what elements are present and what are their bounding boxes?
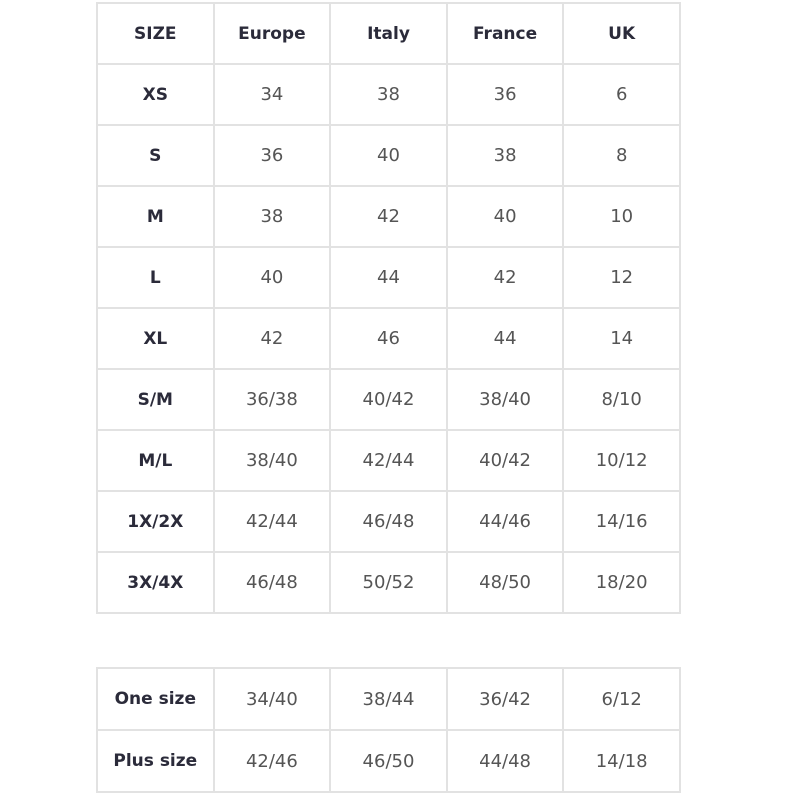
table-cell: 38: [329, 63, 448, 126]
table-cell: 38/40: [445, 368, 565, 431]
table-cell: 34/40: [212, 667, 332, 731]
row-header: L: [96, 246, 215, 309]
table-cell: 40/42: [329, 368, 448, 431]
table-cell: 46/50: [329, 729, 448, 793]
table-cell: 8: [562, 124, 681, 187]
table-cell: 42: [329, 185, 448, 248]
row-header: Plus size: [96, 729, 215, 793]
table-cell: 42/46: [212, 729, 332, 793]
row-header: S: [96, 124, 215, 187]
table-cell: 10/12: [562, 429, 681, 492]
table-cell: 40/42: [445, 429, 565, 492]
table-row: Plus size 42/46 46/50 44/48 14/18: [96, 729, 681, 793]
table-cell: 40: [445, 185, 565, 248]
table-cell: 44: [445, 307, 565, 370]
table-cell: 10: [562, 185, 681, 248]
row-header: M: [96, 185, 215, 248]
table-cell: 44/48: [445, 729, 565, 793]
table-cell: 18/20: [562, 551, 681, 614]
table-cell: 42: [212, 307, 332, 370]
table-cell: 48/50: [445, 551, 565, 614]
table-cell: 14/18: [562, 729, 681, 793]
table-row: 1X/2X 42/44 46/48 44/46 14/16: [96, 490, 681, 553]
row-header: S/M: [96, 368, 215, 431]
table-row: XL 42 46 44 14: [96, 307, 681, 370]
row-header: 1X/2X: [96, 490, 215, 553]
table-row: One size 34/40 38/44 36/42 6/12: [96, 667, 681, 731]
row-header: XL: [96, 307, 215, 370]
row-header: M/L: [96, 429, 215, 492]
table-cell: 44: [329, 246, 448, 309]
column-header: France: [445, 2, 565, 65]
table-row: 3X/4X 46/48 50/52 48/50 18/20: [96, 551, 681, 614]
column-header: SIZE: [96, 2, 215, 65]
column-header: Europe: [212, 2, 332, 65]
column-header: Italy: [329, 2, 448, 65]
table-cell: 46/48: [212, 551, 332, 614]
table-cell: 46/48: [329, 490, 448, 553]
header-row: SIZE Europe Italy France UK: [96, 2, 681, 65]
table-cell: 34: [212, 63, 332, 126]
table-row: XS 34 38 36 6: [96, 63, 681, 126]
table-cell: 8/10: [562, 368, 681, 431]
row-header: XS: [96, 63, 215, 126]
table-cell: 36: [445, 63, 565, 126]
table-cell: 46: [329, 307, 448, 370]
table-cell: 42/44: [329, 429, 448, 492]
table-row: S/M 36/38 40/42 38/40 8/10: [96, 368, 681, 431]
table-cell: 14/16: [562, 490, 681, 553]
table-cell: 44/46: [445, 490, 565, 553]
table-cell: 6/12: [562, 667, 681, 731]
table-cell: 38/40: [212, 429, 332, 492]
size-conversion-table: SIZE Europe Italy France UK XS 34 38 36 6 S 36 40 38 8…: [96, 2, 681, 614]
table-cell: 42/44: [212, 490, 332, 553]
table-cell: 40: [212, 246, 332, 309]
table-cell: 40: [329, 124, 448, 187]
table-cell: 12: [562, 246, 681, 309]
table-cell: 36: [212, 124, 332, 187]
row-header: One size: [96, 667, 215, 731]
table-cell: 36/38: [212, 368, 332, 431]
row-header: 3X/4X: [96, 551, 215, 614]
table-cell: 36/42: [445, 667, 565, 731]
table-row: L 40 44 42 12: [96, 246, 681, 309]
table-row: M 38 42 40 10: [96, 185, 681, 248]
table-cell: 14: [562, 307, 681, 370]
table-cell: 50/52: [329, 551, 448, 614]
table-cell: 38: [445, 124, 565, 187]
special-size-table: One size 34/40 38/44 36/42 6/12 Plus size 42/4…: [96, 667, 681, 793]
table-cell: 42: [445, 246, 565, 309]
table-row: M/L 38/40 42/44 40/42 10/12: [96, 429, 681, 492]
table-cell: 38/44: [329, 667, 448, 731]
table-cell: 38: [212, 185, 332, 248]
table-cell: 6: [562, 63, 681, 126]
column-header: UK: [562, 2, 681, 65]
table-row: S 36 40 38 8: [96, 124, 681, 187]
